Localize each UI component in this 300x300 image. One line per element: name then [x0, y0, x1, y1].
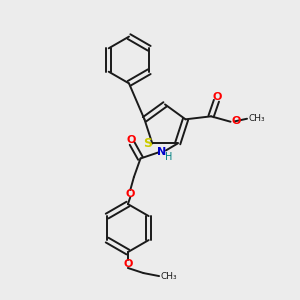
Text: O: O	[123, 259, 133, 269]
Text: O: O	[232, 116, 241, 126]
Text: N: N	[158, 147, 167, 157]
Text: H: H	[165, 152, 172, 162]
Text: O: O	[126, 135, 136, 145]
Text: CH₃: CH₃	[160, 272, 177, 280]
Text: S: S	[143, 137, 152, 150]
Text: O: O	[126, 189, 135, 199]
Text: CH₃: CH₃	[248, 114, 265, 123]
Text: O: O	[212, 92, 221, 102]
